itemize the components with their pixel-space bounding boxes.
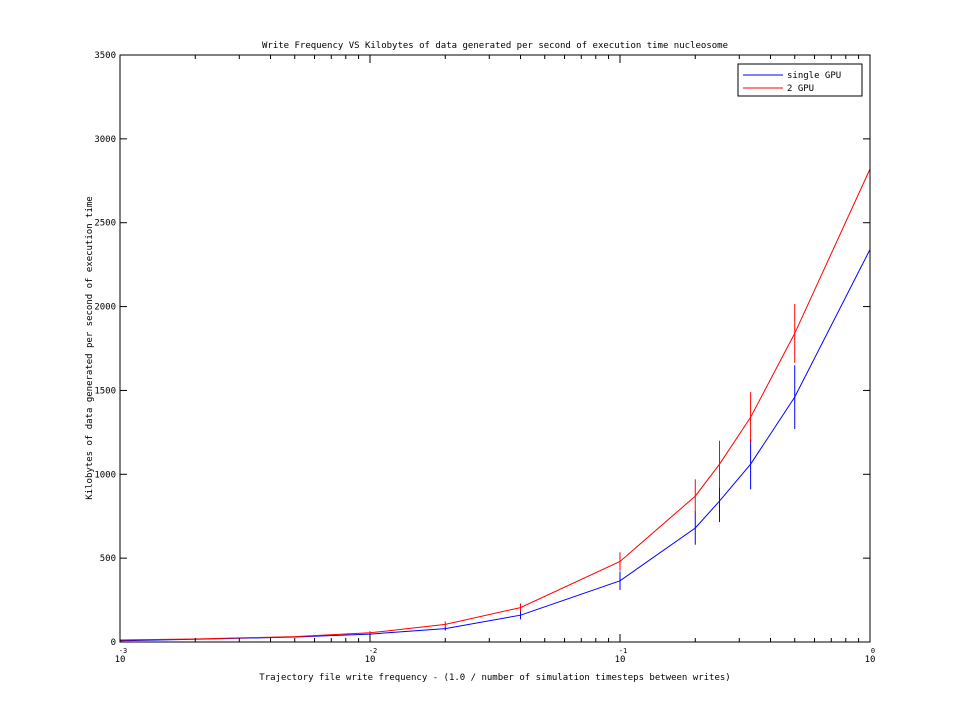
x-tick-label-base: 10 [865, 655, 876, 665]
x-tick-label-base: 10 [615, 655, 626, 665]
x-axis-title: Trajectory file write frequency - (1.0 /… [259, 673, 730, 683]
x-tick-label-base: 10 [365, 655, 376, 665]
y-axis-title: Kilobytes of data generated per second o… [85, 196, 95, 499]
y-tick-label: 3500 [94, 51, 116, 61]
y-tick-label: 500 [100, 554, 116, 564]
legend: single GPU 2 GPU [737, 63, 863, 97]
legend-label-2-gpu: 2 GPU [787, 84, 814, 94]
chart-title: Write Frequency VS Kilobytes of data gen… [262, 41, 728, 51]
x-tick-label-exponent: 0 [871, 647, 875, 655]
series-layer [119, 168, 871, 642]
y-tick-label: 0 [111, 638, 116, 648]
y-tick-label: 1000 [94, 470, 116, 480]
x-tick-label-exponent: -2 [369, 647, 377, 655]
legend-box [737, 63, 863, 97]
plot-area [120, 55, 870, 642]
y-tick-label: 2500 [94, 219, 116, 229]
y-tick-label: 2000 [94, 303, 116, 313]
y-tick-label: 1500 [94, 386, 116, 396]
legend-label-single-gpu: single GPU [787, 71, 841, 81]
plot-frame [119, 54, 871, 643]
series-line-1 [119, 168, 871, 641]
x-tick-label-base: 10 [115, 655, 126, 665]
y-tick-label: 3000 [94, 135, 116, 145]
x-tick-label-exponent: -3 [119, 647, 127, 655]
x-tick-label-exponent: -1 [619, 647, 627, 655]
y-tick-labels: 0 500 1000 1500 2000 2500 3000 3500 [94, 51, 116, 648]
